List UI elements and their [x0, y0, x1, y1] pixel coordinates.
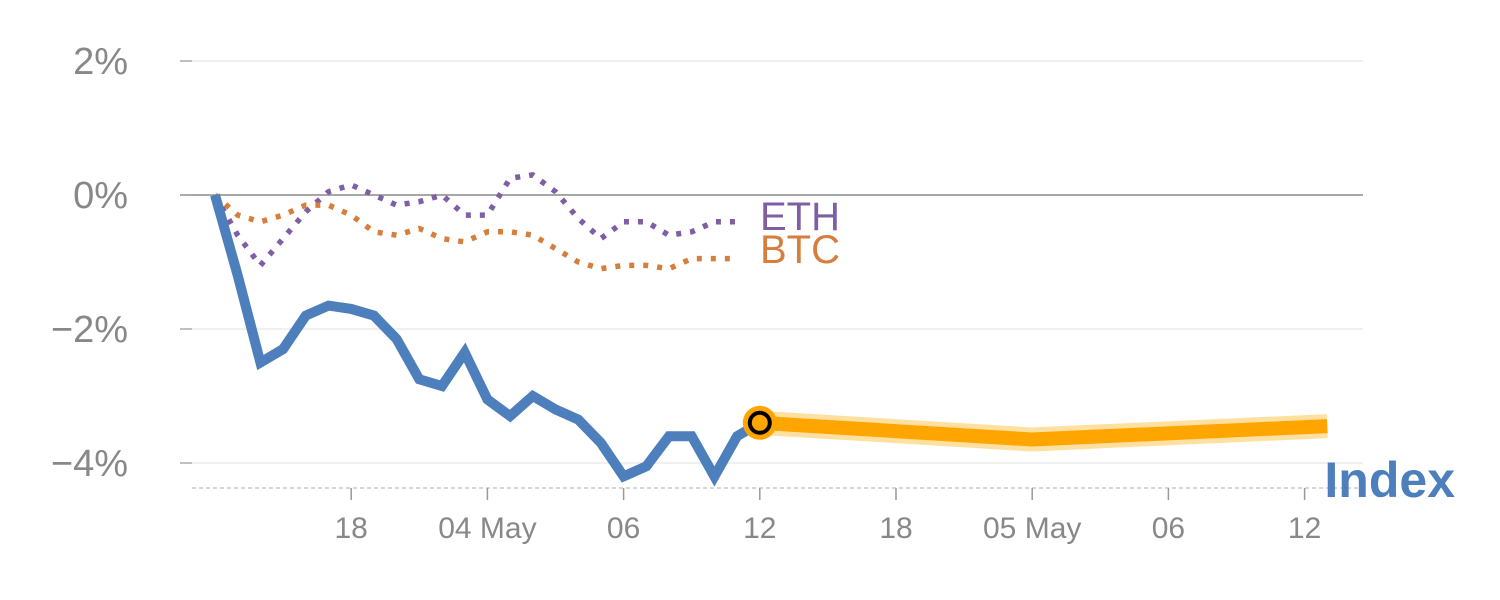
- series-label-index: Index: [1324, 452, 1455, 508]
- xtick-label-3: 12: [743, 512, 776, 545]
- xtick-label-4: 18: [879, 512, 912, 545]
- xtick-label-0: 18: [335, 512, 368, 545]
- series-layer: [210, 172, 1328, 487]
- series-label-eth: ETH: [760, 195, 840, 239]
- xtick-label-2: 06: [607, 512, 640, 545]
- xtick-label-1: 04 May: [438, 512, 536, 545]
- series-line-eth: [212, 172, 738, 269]
- grid-layer: [180, 60, 1363, 464]
- series-line-index: [210, 193, 783, 487]
- xtick-label-5: 05 May: [983, 512, 1081, 545]
- ytick-label-0: 2%: [73, 41, 128, 83]
- projection-line: [759, 415, 1328, 447]
- ytick-label-2: −2%: [51, 309, 128, 351]
- series-line-btc: [213, 192, 738, 272]
- tick-layer: 2% 0% −2% −4% 18 04 May 06 12 18 05 May 06 12: [51, 41, 1363, 545]
- series-label-btc: BTC: [760, 228, 840, 272]
- ytick-label-1: 0%: [73, 175, 128, 217]
- current-point-marker: [747, 410, 772, 435]
- xtick-label-7: 12: [1288, 512, 1321, 545]
- current-point-ring: [742, 405, 777, 440]
- xtick-label-6: 06: [1152, 512, 1185, 545]
- label-layer: ETH BTC Index: [760, 195, 1455, 508]
- ytick-label-3: −4%: [51, 443, 128, 485]
